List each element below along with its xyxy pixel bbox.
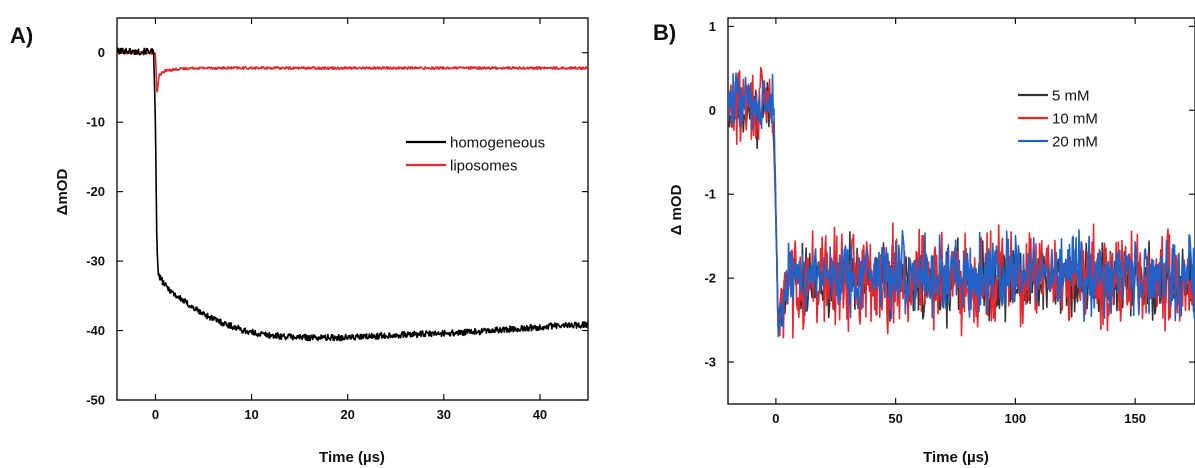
panel-a-x-tick-label: 10 <box>244 407 258 422</box>
panel-b-x-tick-label: 0 <box>772 411 779 426</box>
panel-b-y-tick-label: -2 <box>704 271 716 286</box>
panel-a-x-tick-label: 20 <box>340 407 354 422</box>
panel-a-y-tick-label: -20 <box>86 184 105 199</box>
panel-b-series-20-mm-line <box>728 72 1195 338</box>
panel-b-x-axis-label: Time (µs) <box>923 449 989 466</box>
panel-a-x-tick-label: 0 <box>152 407 159 422</box>
panel-b-series-10-mm-line <box>728 66 1195 339</box>
panel-a-y-tick-label: -40 <box>86 323 105 338</box>
panel-a-series-liposomes-line <box>117 50 588 93</box>
panel-a: A) Time (µs) ΔmOD 0 10 20 30 40 0 -10 -20 -30 -40… <box>10 17 589 466</box>
panel-b-legend: 5 mM 10 mM 20 mM <box>1018 88 1098 151</box>
panel-a-x-tick-label: 40 <box>533 407 547 422</box>
panel-a-legend: homogeneous liposomes <box>406 135 545 175</box>
panel-a-y-tick-label: -30 <box>86 254 105 269</box>
panel-a-y-tick-label: -10 <box>86 115 105 130</box>
panel-a-plot-area: 0 10 20 30 40 0 -10 -20 -30 -40 -50 <box>86 17 589 422</box>
panel-b-plot-frame <box>727 17 1195 405</box>
panel-a-legend-label: homogeneous <box>450 135 545 152</box>
panel-b-label: B) <box>653 20 676 45</box>
panel-b-legend-label: 5 mM <box>1052 88 1090 105</box>
panel-b: B) Time (µs) Δ mOD 0 50 100 150 1 0 -1 -2 -3 5 m… <box>653 17 1195 466</box>
panel-b-x-tick-label: 100 <box>1005 411 1027 426</box>
panel-a-y-tick-label: -50 <box>86 393 105 408</box>
panel-a-x-tick-label: 30 <box>437 407 451 422</box>
panel-b-y-tick-label: 1 <box>709 19 716 34</box>
panel-a-label: A) <box>10 23 33 48</box>
panel-b-legend-label: 10 mM <box>1052 111 1098 128</box>
panel-a-y-axis-label: ΔmOD <box>54 169 71 216</box>
panel-a-legend-label: liposomes <box>450 158 518 175</box>
panel-a-plot-frame <box>116 17 589 401</box>
panel-b-y-tick-label: -3 <box>704 355 716 370</box>
panel-b-y-tick-label: 0 <box>709 103 716 118</box>
panel-b-y-axis-label: Δ mOD <box>668 184 685 235</box>
panel-b-legend-label: 20 mM <box>1052 134 1098 151</box>
panel-b-y-tick-label: -1 <box>704 187 716 202</box>
panel-a-series-homogeneous-line <box>117 47 588 342</box>
panel-a-y-tick-label: 0 <box>98 45 105 60</box>
panel-b-x-tick-label: 50 <box>888 411 902 426</box>
panel-a-x-axis-label: Time (µs) <box>319 449 385 466</box>
panel-b-x-tick-label: 150 <box>1124 411 1146 426</box>
panel-b-plot-area: 0 50 100 150 1 0 -1 -2 -3 <box>704 17 1195 426</box>
